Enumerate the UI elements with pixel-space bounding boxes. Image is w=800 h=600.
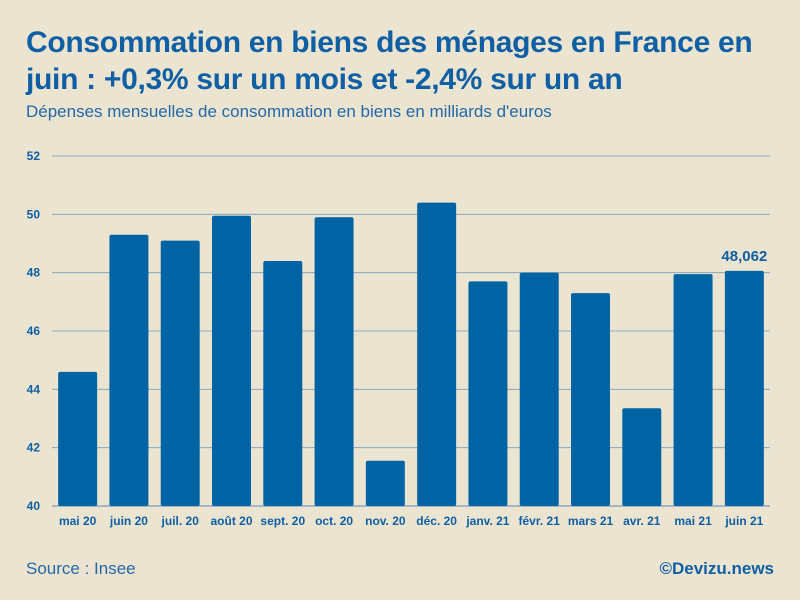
- y-tick-label: 52: [27, 149, 41, 163]
- y-tick-label: 40: [27, 499, 41, 513]
- x-tick-label: avr. 21: [623, 514, 661, 528]
- bar: [724, 270, 764, 506]
- x-tick-label: juin 20: [109, 514, 148, 528]
- chart-subtitle: Dépenses mensuelles de consommation en b…: [26, 102, 552, 121]
- x-tick-label: déc. 20: [416, 514, 457, 528]
- bar: [365, 460, 405, 506]
- x-tick-label: nov. 20: [365, 514, 406, 528]
- x-tick-label: mai 21: [674, 514, 712, 528]
- bar: [417, 202, 457, 506]
- bar: [673, 274, 713, 506]
- y-tick-label: 42: [27, 441, 41, 455]
- x-tick-label: févr. 21: [519, 514, 561, 528]
- y-tick-label: 48: [27, 266, 41, 280]
- x-tick-label: juil. 20: [161, 514, 200, 528]
- bar: [622, 408, 662, 506]
- x-tick-label: mars 21: [568, 514, 614, 528]
- bar: [109, 234, 149, 506]
- bar: [519, 272, 559, 506]
- y-tick-label: 50: [27, 207, 41, 221]
- bar: [468, 281, 508, 506]
- x-tick-label: oct. 20: [315, 514, 353, 528]
- chart-title: Consommation en biens des ménages en Fra…: [26, 26, 753, 96]
- bar: [314, 217, 354, 506]
- bar: [212, 215, 251, 506]
- bar: [160, 240, 200, 507]
- x-tick-label: mai 20: [59, 514, 97, 528]
- data-label: 48,062: [721, 248, 767, 265]
- x-tick-label: août 20: [210, 514, 252, 528]
- y-tick-label: 46: [27, 324, 41, 338]
- x-tick-label: sept. 20: [260, 514, 305, 528]
- bar: [263, 261, 303, 506]
- bar: [58, 371, 98, 506]
- bar: [571, 293, 610, 506]
- x-tick-label: juin 21: [724, 514, 763, 528]
- y-tick-label: 44: [27, 382, 41, 396]
- x-tick-label: janv. 21: [465, 514, 509, 528]
- brand-credit: ©Devizu.news: [659, 559, 774, 578]
- source-note: Source : Insee: [26, 559, 136, 578]
